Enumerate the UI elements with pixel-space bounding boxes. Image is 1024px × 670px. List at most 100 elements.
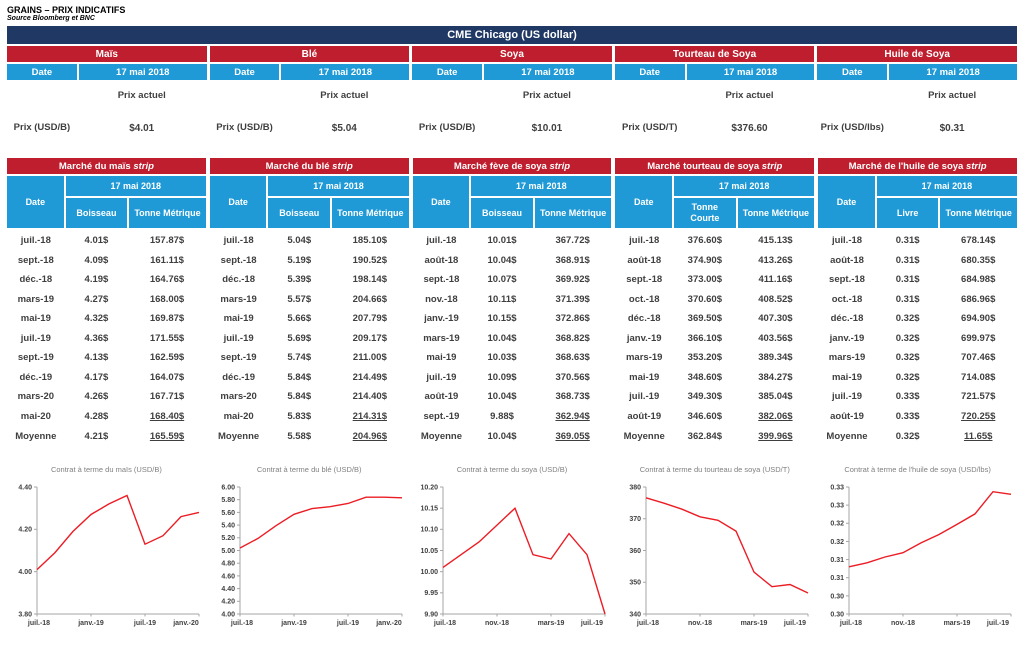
svg-text:9.90: 9.90 bbox=[424, 611, 438, 618]
svg-text:380: 380 bbox=[629, 484, 641, 491]
price-cell: 168.00$ bbox=[149, 293, 185, 305]
price-cell: 699.97$ bbox=[961, 332, 996, 344]
price-cell: 214.31$ bbox=[352, 410, 387, 422]
price-value: $0.31 bbox=[939, 123, 965, 134]
unit-column-header: Tonne Métrique bbox=[532, 196, 612, 228]
price-cell: 349.30$ bbox=[687, 391, 722, 403]
date-label: Date bbox=[7, 64, 77, 80]
price-cell: 4.13$ bbox=[84, 352, 109, 364]
price-chart: Contrat à terme du maïs (USD/B) 3.80 4.00 4… bbox=[7, 459, 206, 631]
prix-actuel-label: Prix actuel bbox=[117, 89, 166, 101]
svg-text:0.32: 0.32 bbox=[830, 521, 844, 528]
table-row: mars-19 5.57$ 204.66$ bbox=[210, 290, 409, 310]
price-cell: 5.66$ bbox=[287, 313, 312, 325]
price-row: Prix (USD/lbs) $0.31 bbox=[817, 112, 1017, 145]
date-value-header: 17 mai 2018 bbox=[875, 174, 1017, 197]
table-row: mai-20 4.28$ 168.40$ bbox=[7, 407, 206, 427]
unit-column-header: Livre bbox=[875, 196, 940, 228]
table-row: mai-19 0.32$ 714.08$ bbox=[818, 368, 1017, 388]
price-cell: 4.19$ bbox=[84, 274, 109, 286]
chart-canvas: 0.30 0.30 0.31 0.31 0.32 0.32 0.33 0.33 juil.-18… bbox=[830, 484, 1012, 627]
price-cell: 370.56$ bbox=[555, 371, 590, 383]
price-cell: 680.35$ bbox=[961, 254, 996, 266]
svg-text:4.60: 4.60 bbox=[222, 573, 236, 580]
svg-text:janv.-19: janv.-19 bbox=[280, 620, 307, 627]
price-value: $4.01 bbox=[129, 123, 155, 134]
date-row: Date 17 mai 2018 bbox=[817, 64, 1017, 80]
price-cell: 0.32$ bbox=[895, 332, 920, 344]
table-row: déc.-18 369.50$ 407.30$ bbox=[615, 309, 814, 329]
contract-date: mars-20 bbox=[17, 391, 55, 403]
table-row: sept.-18 373.00$ 411.16$ bbox=[615, 270, 814, 290]
price-cell: 5.83$ bbox=[287, 410, 312, 422]
svg-text:mars-19: mars-19 bbox=[538, 620, 565, 627]
table-row: janv.-19 366.10$ 403.56$ bbox=[615, 329, 814, 349]
table-row: mai-19 5.66$ 207.79$ bbox=[210, 309, 409, 329]
moyenne-value: 165.59$ bbox=[149, 431, 185, 442]
contract-date: mai-20 bbox=[223, 410, 254, 422]
price-cell: 368.63$ bbox=[555, 352, 590, 364]
table-row: juil.-18 0.31$ 678.14$ bbox=[818, 228, 1017, 251]
prix-actuel-label: Prix actuel bbox=[725, 89, 774, 101]
date-value: 17 mai 2018 bbox=[889, 64, 1017, 80]
table-row: sept.-19 9.88$ 362.94$ bbox=[413, 407, 612, 427]
unit-column-header: Boisseau bbox=[267, 196, 332, 228]
price-cell: 10.09$ bbox=[487, 371, 517, 383]
contract-date: janv.-19 bbox=[829, 332, 865, 344]
moyenne-label: Moyenne bbox=[15, 431, 57, 442]
prix-actuel-label: Prix actuel bbox=[522, 89, 571, 101]
chart-canvas: 4.00 4.20 4.40 4.60 4.80 5.00 5.20 5.40 5.60 5.80… bbox=[222, 484, 403, 627]
price-cell: 5.69$ bbox=[287, 332, 312, 344]
price-chart: Contrat à terme de l'huile de soya (USD/… bbox=[818, 459, 1017, 631]
svg-text:janv.-20: janv.-20 bbox=[173, 620, 200, 627]
price-cell: 413.26$ bbox=[758, 254, 793, 266]
price-cell: 157.87$ bbox=[149, 235, 185, 247]
moyenne-value: 399.96$ bbox=[758, 431, 793, 442]
svg-text:0.31: 0.31 bbox=[830, 557, 844, 564]
table-row: août-18 374.90$ 413.26$ bbox=[615, 251, 814, 271]
strip-tables-section: Marché du maïs strip Date 17 mai 2018 Boiss… bbox=[7, 158, 1017, 447]
price-chart: Contrat à terme du blé (USD/B) 4.00 4.20 4.… bbox=[210, 459, 409, 631]
contract-date: mars-19 bbox=[828, 352, 866, 364]
price-cell: 694.90$ bbox=[961, 313, 996, 325]
contract-date: juil.-18 bbox=[426, 235, 457, 247]
price-cell: 369.50$ bbox=[687, 313, 722, 325]
svg-text:5.00: 5.00 bbox=[222, 548, 236, 555]
table-row: août-19 346.60$ 382.06$ bbox=[615, 407, 814, 427]
contract-date: mars-19 bbox=[17, 293, 55, 305]
price-cell: 0.31$ bbox=[895, 235, 920, 247]
price-cell: 0.33$ bbox=[895, 391, 920, 403]
table-row: mars-19 0.32$ 707.46$ bbox=[818, 348, 1017, 368]
table-row: août-18 0.31$ 680.35$ bbox=[818, 251, 1017, 271]
date-value: 17 mai 2018 bbox=[281, 64, 410, 80]
unit-column-header: Tonne Courte bbox=[673, 196, 737, 228]
contract-date: août-18 bbox=[424, 254, 459, 266]
table-row: août-19 0.33$ 720.25$ bbox=[818, 407, 1017, 427]
svg-text:juil.-18: juil.-18 bbox=[636, 620, 659, 627]
price-cell: 10.01$ bbox=[487, 235, 517, 247]
table-row: juil.-19 4.36$ 171.55$ bbox=[7, 329, 206, 349]
table-row: mai-19 4.32$ 169.87$ bbox=[7, 309, 206, 329]
contract-date: janv.-19 bbox=[626, 332, 662, 344]
contract-date: janv.-19 bbox=[424, 313, 459, 325]
price-cell: 10.04$ bbox=[487, 254, 517, 266]
table-row: mars-20 4.26$ 167.71$ bbox=[7, 387, 206, 407]
price-cell: 374.90$ bbox=[687, 254, 722, 266]
price-cell: 161.11$ bbox=[150, 254, 184, 266]
prix-actuel-row: Prix actuel bbox=[210, 80, 410, 112]
svg-text:10.00: 10.00 bbox=[420, 569, 438, 576]
svg-text:janv.-19: janv.-19 bbox=[78, 620, 105, 627]
price-cell: 0.31$ bbox=[895, 293, 920, 305]
table-row: mars-19 10.04$ 368.82$ bbox=[413, 329, 612, 349]
price-cell: 4.27$ bbox=[84, 293, 109, 305]
contract-date: sept.-19 bbox=[220, 352, 257, 364]
contract-date: sept.-18 bbox=[220, 254, 257, 266]
moyenne-label: Moyenne bbox=[623, 431, 665, 442]
charts-section: Contrat à terme du maïs (USD/B) 3.80 4.00 4… bbox=[7, 459, 1017, 631]
moyenne-value: 362.84$ bbox=[687, 431, 722, 442]
commodity-group: Blé Date 17 mai 2018 Prix actuel Prix (USD/B… bbox=[209, 46, 410, 145]
moyenne-row: Moyenne 5.58$ 204.96$ bbox=[210, 426, 409, 447]
date-row: Date 17 mai 2018 bbox=[7, 64, 207, 80]
contract-date: août-18 bbox=[830, 254, 864, 266]
date-row: Date 17 mai 2018 bbox=[614, 64, 815, 80]
